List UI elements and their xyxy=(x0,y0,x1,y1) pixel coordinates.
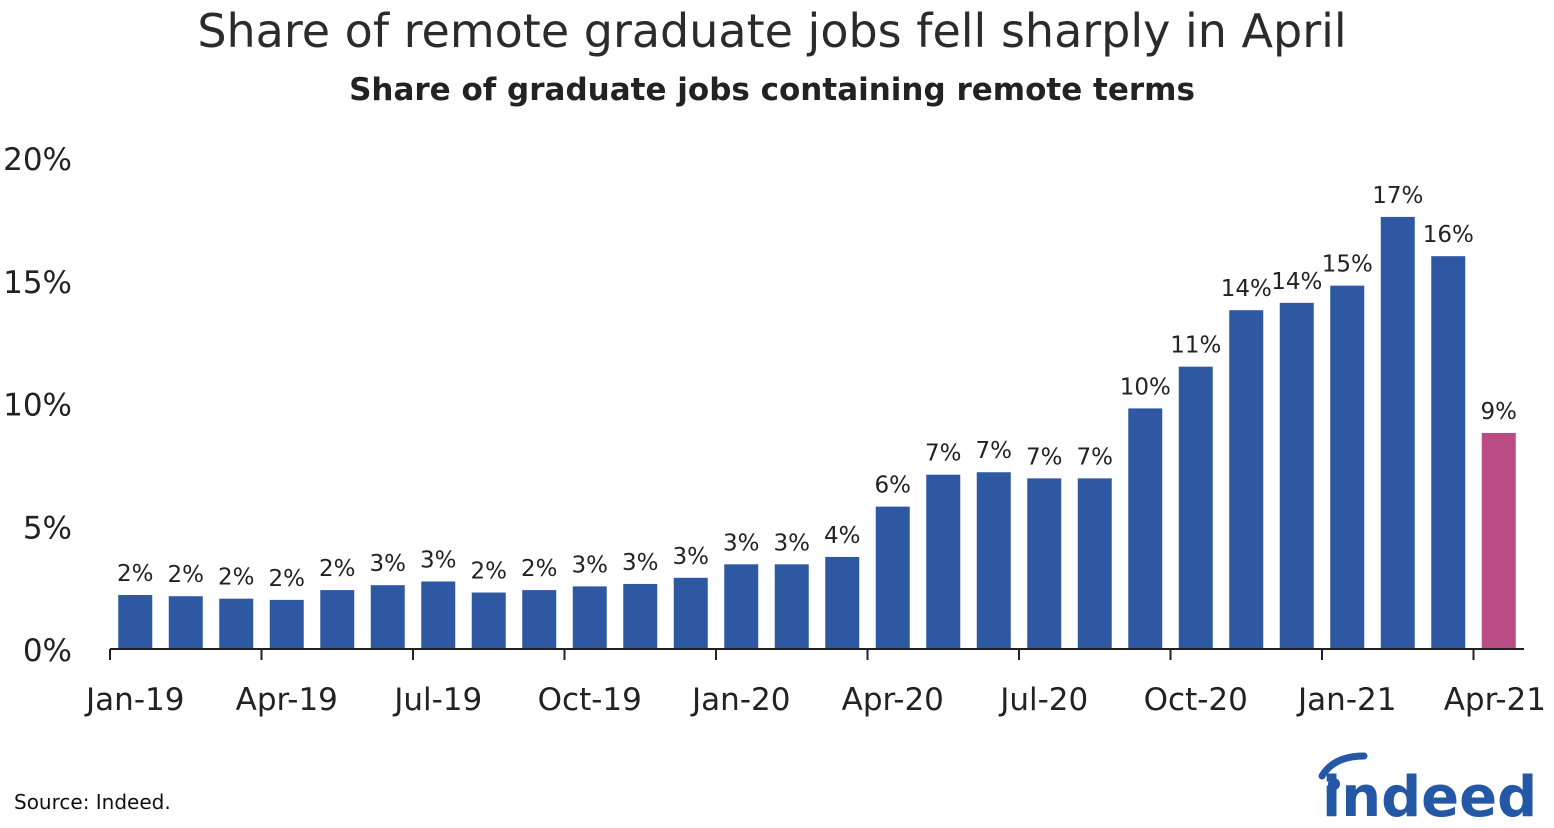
data-label: 3% xyxy=(420,547,457,573)
data-label: 3% xyxy=(370,551,407,577)
data-label: 14% xyxy=(1221,276,1272,302)
bar-sep-20 xyxy=(1128,408,1163,649)
data-label: 14% xyxy=(1271,269,1322,295)
data-label: 3% xyxy=(673,544,710,570)
bar-dec-20 xyxy=(1279,302,1314,649)
data-label: 2% xyxy=(471,559,508,585)
bar-may-20 xyxy=(926,474,961,649)
data-label: 2% xyxy=(269,566,306,592)
data-label: 2% xyxy=(117,561,154,587)
x-tick-label: Apr-20 xyxy=(842,682,944,718)
bars xyxy=(118,216,1516,650)
data-label: 2% xyxy=(218,565,255,591)
bar-dec-19 xyxy=(673,577,708,649)
x-tick-label: Apr-21 xyxy=(1444,682,1546,718)
data-label: 2% xyxy=(521,556,558,582)
y-tick-label: 0% xyxy=(23,633,72,669)
data-label: 2% xyxy=(168,562,205,588)
data-label: 6% xyxy=(875,473,912,499)
x-tick-label: Jan-20 xyxy=(690,682,790,718)
x-tick-label: Jul-20 xyxy=(998,682,1088,718)
x-tick-label: Jan-19 xyxy=(84,682,184,718)
data-label: 10% xyxy=(1120,374,1171,400)
data-label: 7% xyxy=(925,441,962,467)
x-tick-label: Oct-20 xyxy=(1144,682,1248,718)
data-label: 7% xyxy=(1026,444,1063,470)
data-label: 4% xyxy=(824,523,861,549)
data-label: 7% xyxy=(1077,444,1114,470)
bar-feb-20 xyxy=(774,564,809,649)
bar-feb-19 xyxy=(168,596,203,649)
data-label: 3% xyxy=(622,550,659,576)
bar-oct-20 xyxy=(1178,366,1213,649)
bar-apr-20 xyxy=(875,506,910,649)
bar-jan-19 xyxy=(118,594,153,649)
data-label: 16% xyxy=(1423,222,1474,248)
bar-aug-19 xyxy=(471,592,506,649)
indeed-logo: indeed xyxy=(1318,752,1537,822)
logo-text: indeed xyxy=(1322,765,1537,822)
bar-jan-21 xyxy=(1330,285,1365,649)
bar-jun-20 xyxy=(976,472,1011,649)
data-label: 11% xyxy=(1170,333,1221,359)
bar-jun-19 xyxy=(370,585,405,649)
source-note: Source: Indeed. xyxy=(14,790,171,814)
data-label: 3% xyxy=(572,552,609,578)
bar-mar-19 xyxy=(219,598,254,649)
bar-apr-21 xyxy=(1481,432,1516,649)
bar-mar-21 xyxy=(1431,256,1466,649)
data-label: 3% xyxy=(723,530,760,556)
y-tick-label: 20% xyxy=(3,142,72,178)
bar-jul-20 xyxy=(1027,478,1062,649)
data-label: 7% xyxy=(976,438,1013,464)
chart-title: Share of remote graduate jobs fell sharp… xyxy=(197,4,1347,58)
data-label: 9% xyxy=(1481,399,1518,425)
bar-may-19 xyxy=(320,590,355,649)
bar-feb-21 xyxy=(1380,216,1415,650)
bar-aug-20 xyxy=(1077,478,1112,649)
x-tick-label: Jan-21 xyxy=(1296,682,1396,718)
chart-subtitle: Share of graduate jobs containing remote… xyxy=(349,72,1195,108)
y-tick-label: 5% xyxy=(23,510,72,546)
x-tick-label: Oct-19 xyxy=(538,682,642,718)
bar-nov-20 xyxy=(1229,310,1264,649)
bar-sep-19 xyxy=(522,590,557,649)
data-label: 2% xyxy=(319,556,356,582)
y-axis-labels: 0% 5% 10% 15% 20% xyxy=(3,142,72,669)
data-labels: 2% 2% 2% 2% 2% 3% 3% 2% 2% 3% 3% 3% 3% 3% 4% 6% 7% 7% 7% 7%… xyxy=(117,183,1517,592)
bar-jul-19 xyxy=(421,581,456,649)
y-tick-label: 15% xyxy=(3,265,72,301)
bar-apr-19 xyxy=(269,599,304,649)
data-label: 15% xyxy=(1322,252,1373,278)
bar-oct-19 xyxy=(572,586,607,649)
bar-jan-20 xyxy=(724,564,759,649)
data-label: 3% xyxy=(774,530,811,556)
y-tick-label: 10% xyxy=(3,388,72,424)
x-tick-label: Jul-19 xyxy=(392,682,482,718)
bar-mar-20 xyxy=(825,556,860,649)
data-label: 17% xyxy=(1372,183,1423,209)
x-tick-label: Apr-19 xyxy=(236,682,338,718)
x-axis: Jan-19 Apr-19 Jul-19 Oct-19 Jan-20 Apr-20 Jul-… xyxy=(84,648,1546,718)
bar-nov-19 xyxy=(623,583,658,649)
